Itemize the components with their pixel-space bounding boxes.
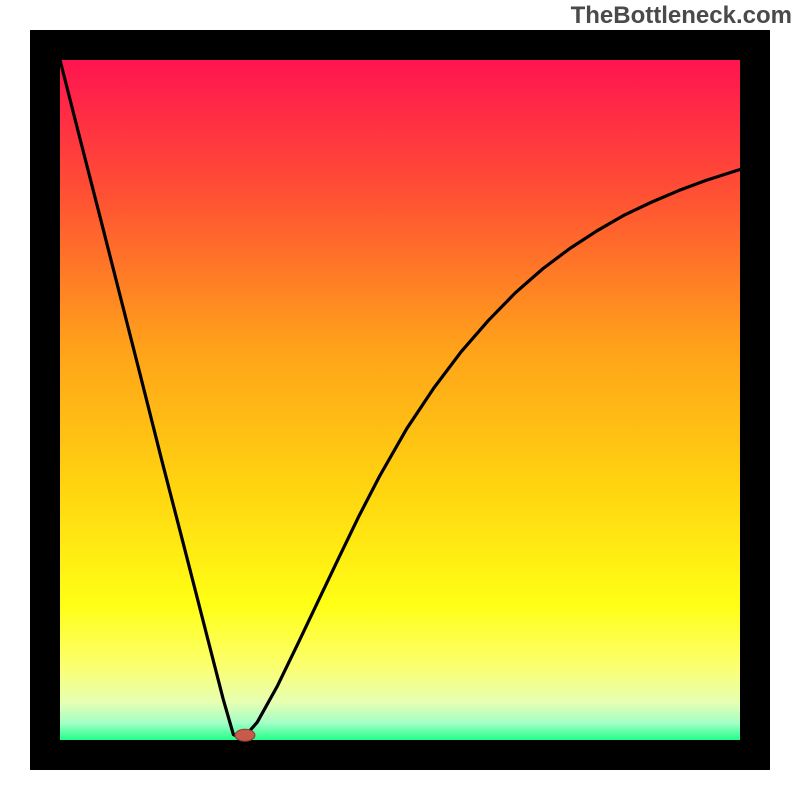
chart-root: TheBottleneck.com	[0, 0, 800, 800]
watermark-label: TheBottleneck.com	[571, 2, 792, 30]
minimum-marker	[235, 729, 255, 741]
gradient-background	[60, 60, 740, 740]
bottleneck-chart-svg	[0, 0, 800, 800]
